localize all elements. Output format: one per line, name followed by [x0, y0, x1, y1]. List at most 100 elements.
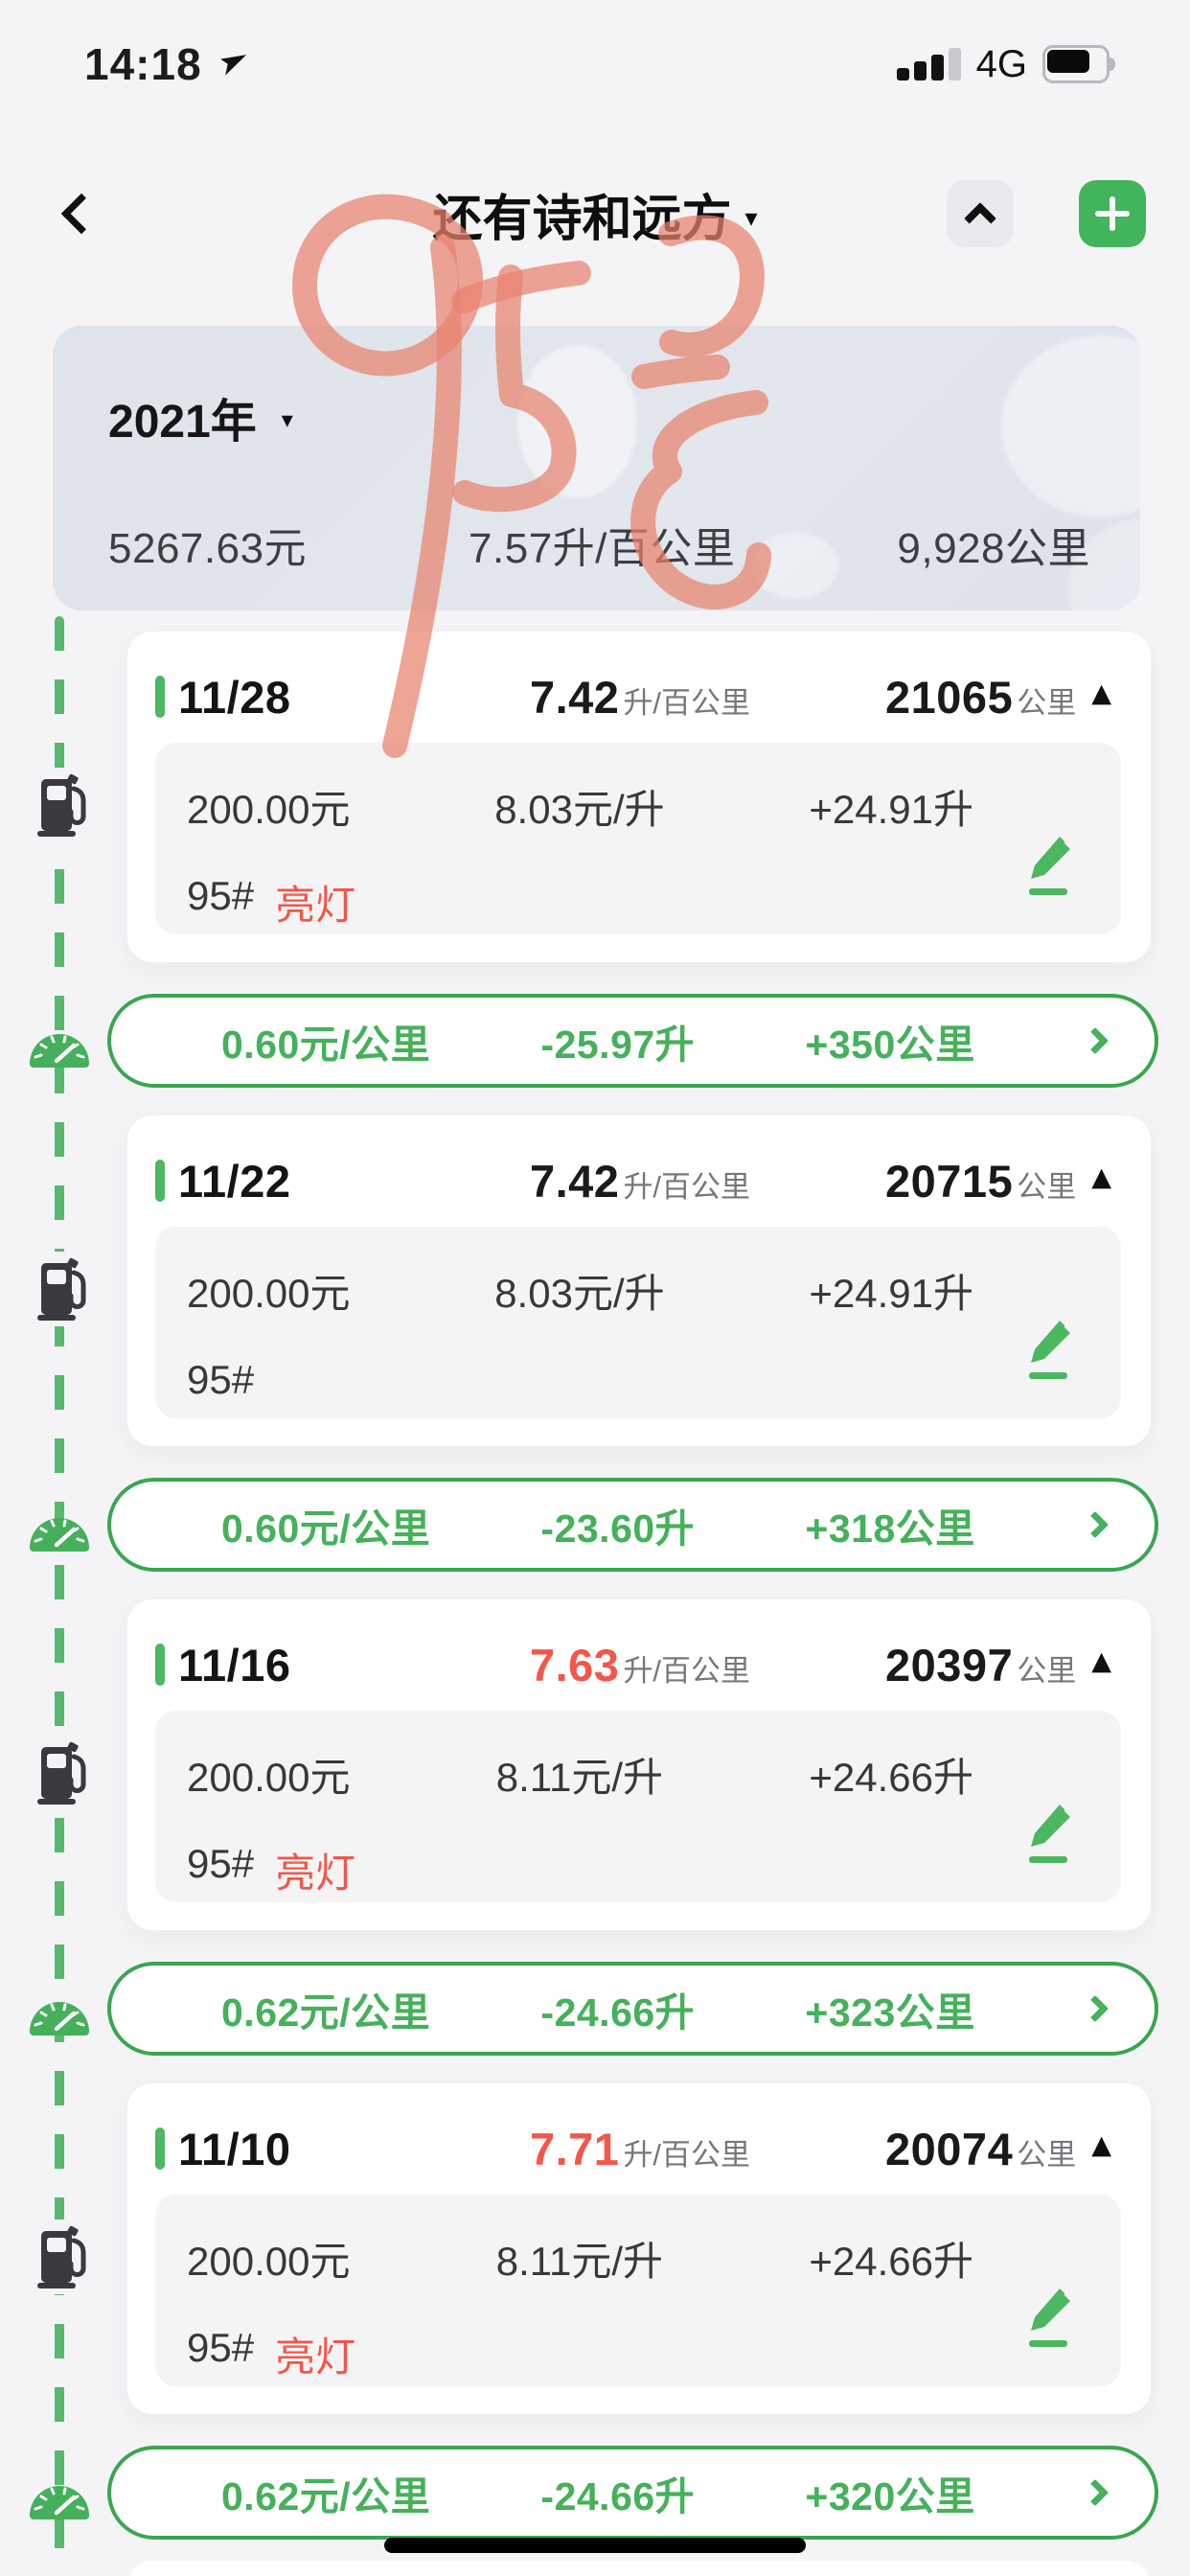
title-dropdown-icon[interactable]: ▾	[744, 204, 758, 233]
year-summary-card: 2021年 ▾ 5267.63元 7.57升/百公里 9,928公里	[53, 326, 1140, 610]
year-selector[interactable]: 2021年 ▾	[108, 383, 1085, 450]
entry-cost: 200.00元	[187, 787, 351, 832]
odometer-unit: 公里	[1017, 1653, 1077, 1688]
distance-driven: +323公里	[805, 1990, 975, 2035]
summary-total-distance: 9,928公里	[897, 525, 1090, 572]
fuel-pump-icon	[27, 2220, 92, 2294]
fuel-grade: 95#	[187, 1357, 255, 1402]
page-title[interactable]: 还有诗和远方	[432, 191, 732, 247]
entry-volume: +24.66升	[809, 2239, 973, 2284]
entry-date: 11/22	[178, 1155, 291, 1207]
fuel-used: -24.66升	[540, 2474, 696, 2518]
entry-volume: +24.66升	[809, 1755, 973, 1800]
year-label: 2021年	[108, 397, 257, 448]
chevron-right-icon	[1081, 1510, 1110, 1539]
entry-unit-price: 8.11元/升	[495, 2239, 664, 2284]
consumption-value: 7.42	[529, 671, 620, 723]
consumption-unit: 升/百公里	[623, 2137, 751, 2172]
fuel-entry-group: 11/22 7.42 升/百公里 20715 公里 ▲ 200.00元	[27, 1116, 1158, 1599]
entry-cost: 200.00元	[187, 1755, 351, 1800]
segment-stats-pill[interactable]: 0.60元/公里 -23.60升 +318公里	[107, 1478, 1158, 1572]
consumption-unit: 升/百公里	[623, 1169, 751, 1204]
entry-detail-box: 200.00元 8.11元/升 +24.66升 95# 亮灯	[155, 2195, 1121, 2386]
entry-unit-price: 8.03元/升	[494, 787, 665, 832]
entry-detail-box: 200.00元 8.11元/升 +24.66升 95# 亮灯	[155, 1711, 1121, 1902]
home-indicator[interactable]	[384, 2538, 806, 2553]
add-record-button[interactable]	[1079, 180, 1146, 247]
odometer-unit: 公里	[1017, 2137, 1077, 2172]
entry-volume: +24.91升	[809, 787, 973, 832]
edit-button[interactable]	[1018, 1799, 1081, 1868]
fuel-used: -23.60升	[540, 1506, 696, 1551]
low-fuel-warning-label: 亮灯	[275, 1851, 356, 1896]
chevron-right-icon	[1081, 1994, 1110, 2023]
entry-detail-box: 200.00元 8.03元/升 +24.91升 95#	[155, 1227, 1121, 1418]
edit-button[interactable]	[1018, 1315, 1081, 1384]
entry-date: 11/16	[178, 1639, 291, 1690]
odometer-value: 20715	[885, 1155, 1014, 1207]
entry-detail-box: 200.00元 8.03元/升 +24.91升 95# 亮灯	[155, 743, 1121, 934]
segment-stats-pill[interactable]: 0.60元/公里 -25.97升 +350公里	[107, 994, 1158, 1088]
status-bar: 14:18 4G	[0, 0, 1190, 96]
fuel-pump-icon	[27, 768, 92, 842]
consumption-value: 7.63	[529, 1639, 620, 1690]
chevron-right-icon	[1081, 2478, 1110, 2507]
battery-icon	[1042, 45, 1123, 83]
nav-bar: 还有诗和远方 ▾	[0, 168, 1190, 260]
entry-header: 11/28 7.42 升/百公里 21065 公里 ▲	[127, 670, 1151, 724]
fuel-grade: 95#	[187, 1841, 255, 1886]
entry-cost: 200.00元	[187, 1271, 351, 1316]
fuel-grade: 95#	[187, 2325, 255, 2370]
date-tick	[155, 1160, 165, 1202]
fuel-entry-card[interactable]: 11/10 7.71 升/百公里 20074 公里 ▲ 200.00元	[127, 2083, 1151, 2414]
cost-per-km: 0.60元/公里	[221, 1506, 431, 1551]
gauge-icon	[22, 1978, 97, 2039]
distance-driven: +320公里	[805, 2474, 975, 2518]
location-arrow-icon	[219, 55, 246, 76]
fuel-entry-group: 11/10 7.71 升/百公里 20074 公里 ▲ 200.00元	[27, 2083, 1158, 2567]
gauge-icon	[22, 2462, 97, 2523]
distance-driven: +318公里	[805, 1506, 975, 1551]
edit-button[interactable]	[1018, 2283, 1081, 2352]
fuel-entry-group: 11/28 7.42 升/百公里 21065 公里 ▲ 200.00元	[27, 632, 1158, 1116]
odometer-value: 21065	[885, 671, 1014, 723]
year-dropdown-icon: ▾	[281, 406, 293, 433]
entry-unit-price: 8.03元/升	[494, 1271, 665, 1316]
odometer-value: 20074	[885, 2123, 1014, 2174]
chevron-right-icon	[1081, 1026, 1110, 1055]
next-entry-card-peek[interactable]	[127, 2561, 1151, 2576]
consumption-unit: 升/百公里	[623, 685, 751, 720]
fuel-entry-card[interactable]: 11/28 7.42 升/百公里 21065 公里 ▲ 200.00元	[127, 632, 1151, 962]
cost-per-km: 0.60元/公里	[221, 1023, 431, 1067]
collapse-entry-icon[interactable]: ▲	[1091, 1645, 1111, 1676]
fuel-entry-list: 11/28 7.42 升/百公里 21065 公里 ▲ 200.00元	[0, 632, 1190, 2567]
cost-per-km: 0.62元/公里	[221, 1990, 431, 2035]
fuel-used: -25.97升	[540, 1023, 696, 1067]
cost-per-km: 0.62元/公里	[221, 2474, 431, 2518]
fuel-entry-card[interactable]: 11/16 7.63 升/百公里 20397 公里 ▲ 200.00元	[127, 1599, 1151, 1930]
chevron-up-icon	[964, 202, 996, 235]
odometer-unit: 公里	[1017, 1169, 1077, 1204]
segment-stats-pill[interactable]: 0.62元/公里 -24.66升 +323公里	[107, 1962, 1158, 2056]
date-tick	[155, 1644, 165, 1686]
collapse-entry-icon[interactable]: ▲	[1091, 2129, 1111, 2160]
collapse-entry-icon[interactable]: ▲	[1091, 1162, 1111, 1192]
collapse-entry-icon[interactable]: ▲	[1091, 678, 1111, 708]
entry-date: 11/10	[178, 2123, 291, 2174]
entry-header: 11/22 7.42 升/百公里 20715 公里 ▲	[127, 1154, 1151, 1208]
back-button[interactable]	[44, 175, 111, 252]
chevron-left-icon	[60, 193, 103, 235]
summary-avg-consumption: 7.57升/百公里	[469, 525, 736, 572]
edit-button[interactable]	[1018, 831, 1081, 900]
gauge-icon	[22, 1010, 97, 1071]
fuel-entry-card[interactable]: 11/22 7.42 升/百公里 20715 公里 ▲ 200.00元	[127, 1116, 1151, 1446]
fuel-pump-icon	[27, 1736, 92, 1810]
segment-stats-pill[interactable]: 0.62元/公里 -24.66升 +320公里	[107, 2446, 1158, 2540]
date-tick	[155, 2128, 165, 2170]
date-tick	[155, 676, 165, 718]
fuel-pump-icon	[27, 1252, 92, 1326]
collapse-all-button[interactable]	[947, 180, 1014, 247]
entry-header: 11/10 7.71 升/百公里 20074 公里 ▲	[127, 2122, 1151, 2175]
fuel-grade: 95#	[187, 873, 255, 918]
